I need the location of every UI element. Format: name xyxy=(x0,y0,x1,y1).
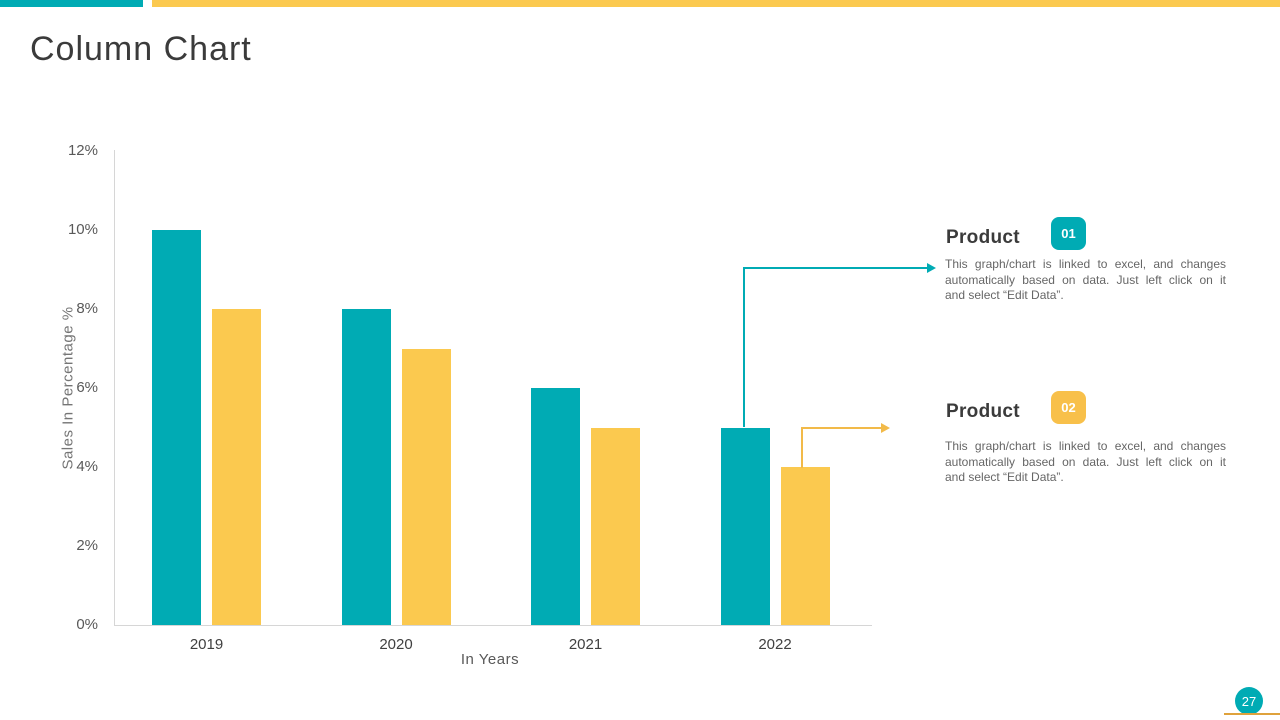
x-tick-label: 2022 xyxy=(758,636,792,653)
bar-product-01-2020 xyxy=(341,309,391,625)
bar-product-02-2021 xyxy=(591,427,640,625)
product-01-heading: Product xyxy=(946,227,1020,248)
bar-product-01-2021 xyxy=(531,388,580,625)
product-02-heading: Product xyxy=(946,401,1020,422)
bar-product-01-2022 xyxy=(720,427,770,625)
top-accent-yellow-bar xyxy=(152,0,1280,7)
top-accent-teal-bar xyxy=(0,0,143,7)
x-tick-label: 2021 xyxy=(568,636,603,653)
footer-accent-line xyxy=(1224,713,1280,715)
page-number-badge: 27 xyxy=(1235,687,1263,715)
y-axis-line xyxy=(114,150,115,626)
bar-product-02-2022 xyxy=(780,467,830,625)
arrow-right-yellow-icon xyxy=(881,423,890,433)
description-line: This graph/chart is linked to excel, and… xyxy=(945,439,1226,453)
y-tick-label: 8% xyxy=(76,300,98,317)
y-tick-label: 4% xyxy=(76,458,98,475)
y-tick-label: 10% xyxy=(67,221,98,238)
description-line: automatically based on data. Just left c… xyxy=(945,454,1226,469)
description-line: and select “Edit Data”. xyxy=(945,470,1064,484)
connector-yellow-vertical xyxy=(801,427,803,468)
bar-product-01-2019 xyxy=(152,230,201,625)
x-axis-title: In Years xyxy=(460,651,520,668)
slide-title: Column Chart xyxy=(30,30,252,68)
y-tick-label: 12% xyxy=(67,142,98,159)
product-01-badge: 01 xyxy=(1051,217,1086,250)
description-line: and select “Edit Data”. xyxy=(945,288,1064,302)
y-tick-label: 0% xyxy=(76,616,98,633)
y-tick-label: 6% xyxy=(76,379,98,396)
bar-product-02-2019 xyxy=(212,309,261,625)
connector-teal-horizontal xyxy=(743,267,927,269)
description-line: This graph/chart is linked to excel, and… xyxy=(945,257,1226,271)
product-02-description: This graph/chart is linked to excel, and… xyxy=(945,439,1226,486)
y-tick-label: 2% xyxy=(76,537,98,554)
product-01-description: This graph/chart is linked to excel, and… xyxy=(945,257,1226,304)
arrow-right-teal-icon xyxy=(927,263,936,273)
connector-teal-vertical xyxy=(743,267,745,427)
description-line: automatically based on data. Just left c… xyxy=(945,272,1226,287)
product-02-badge: 02 xyxy=(1051,391,1086,424)
connector-yellow-horizontal xyxy=(801,427,881,429)
x-tick-label: 2020 xyxy=(379,636,413,653)
bar-product-02-2020 xyxy=(401,348,451,625)
x-tick-label: 2019 xyxy=(189,636,224,653)
x-axis-line xyxy=(114,625,872,626)
